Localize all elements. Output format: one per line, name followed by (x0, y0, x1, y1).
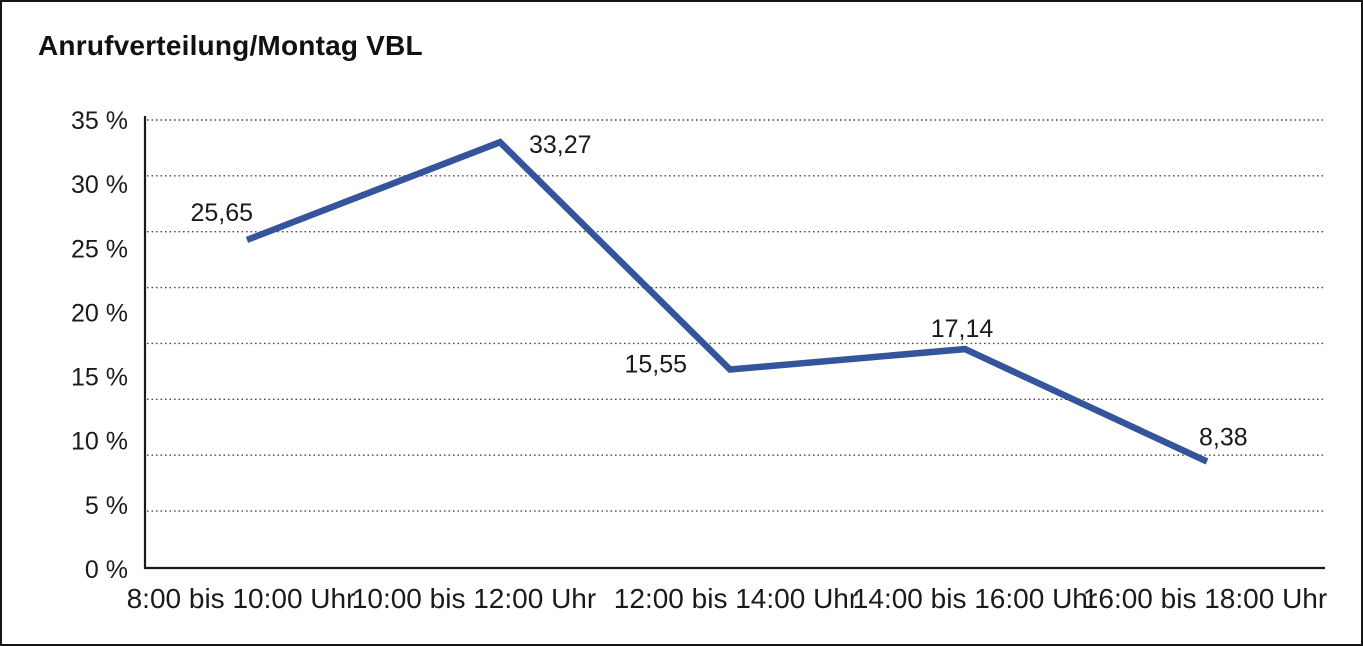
x-tick-label: 10:00 bis 12:00 Uhr (352, 583, 596, 614)
x-tick-label: 8:00 bis 10:00 Uhr (127, 583, 356, 614)
x-tick-label: 14:00 bis 16:00 Uhr (853, 583, 1097, 614)
y-tick-label: 0 % (85, 556, 128, 584)
chart-title: Anrufverteilung/Montag VBL (38, 30, 423, 61)
y-tick-label: 5 % (85, 492, 128, 520)
point-value-label: 25,65 (190, 199, 253, 227)
point-value-label: 17,14 (931, 315, 994, 343)
point-value-label: 15,55 (624, 351, 687, 379)
point-value-label: 8,38 (1199, 423, 1248, 451)
y-tick-label: 10 % (71, 428, 128, 456)
x-tick-label: 12:00 bis 14:00 Uhr (614, 583, 858, 614)
y-tick-label: 25 % (71, 235, 128, 263)
y-tick-label: 15 % (71, 364, 128, 392)
y-tick-label: 30 % (71, 171, 128, 199)
x-tick-label: 16:00 bis 18:00 Uhr (1083, 583, 1327, 614)
y-tick-label: 35 % (71, 107, 128, 135)
y-tick-label: 20 % (71, 299, 128, 327)
data-line-series (245, 138, 1209, 465)
point-value-label: 33,27 (529, 131, 592, 159)
